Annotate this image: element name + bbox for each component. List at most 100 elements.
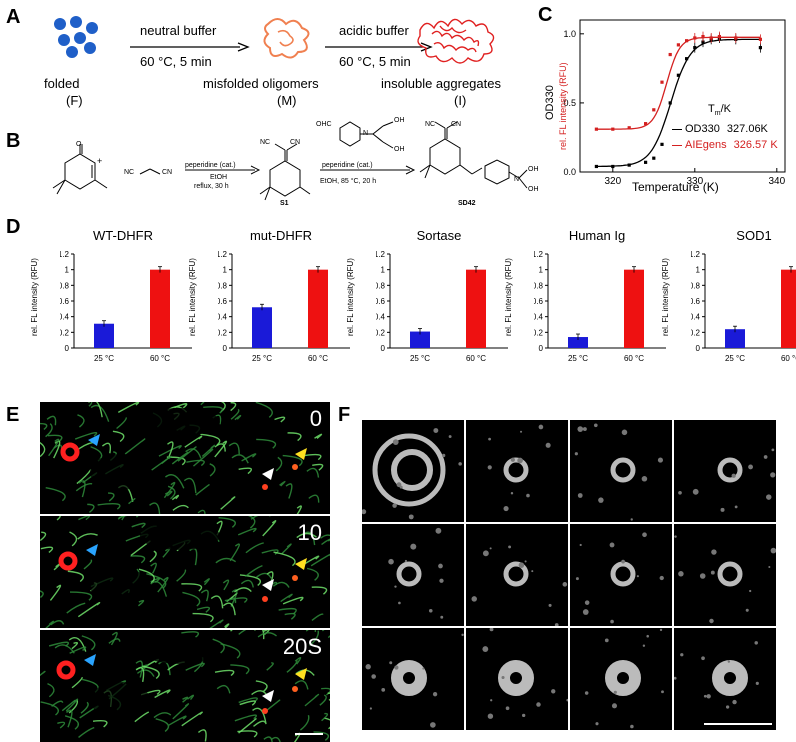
c-fit-curve-aiegens xyxy=(596,36,761,130)
er-tubule xyxy=(284,612,296,620)
insoluble-label: insoluble aggregates xyxy=(381,76,501,91)
er-tubule xyxy=(195,483,210,496)
c-data-point xyxy=(594,127,598,131)
sd42-label: SD42 xyxy=(458,200,476,207)
bar-ytick-label: 0.4 xyxy=(691,313,701,322)
er-tubule xyxy=(214,443,226,452)
er-tubule xyxy=(83,559,93,570)
speckle xyxy=(574,452,578,456)
bar-chart-title: mut-DHFR xyxy=(249,228,313,243)
er-tubule xyxy=(245,542,264,554)
er-tubule xyxy=(116,417,127,430)
c-data-point xyxy=(627,163,631,167)
bar-ytick-label: 1.2 xyxy=(218,250,228,259)
s1-label: S1 xyxy=(280,200,289,207)
er-tubule xyxy=(257,632,278,638)
speckle xyxy=(659,575,664,581)
er-tubule xyxy=(209,463,216,477)
er-tubule xyxy=(154,689,171,699)
er-tubule xyxy=(192,448,214,467)
speckle xyxy=(438,563,443,569)
misfolded-abbr: (M) xyxy=(277,93,297,108)
er-tubule xyxy=(214,440,228,458)
er-tubule xyxy=(306,467,320,478)
bar-heated xyxy=(781,269,796,348)
speckle xyxy=(593,423,598,428)
grayscale-aggregate-image xyxy=(482,628,568,719)
er-tubule xyxy=(321,538,330,546)
speckle xyxy=(749,589,752,593)
er-tubule xyxy=(158,660,171,676)
aggregate-dot xyxy=(292,575,298,581)
bar-heated xyxy=(624,269,644,348)
bar-chart-human-ig: 0 0.2 0.4 0.6 0.8 1 1.2 25 °C 60 °C xyxy=(534,250,666,363)
grayscale-aggregate-image xyxy=(362,428,462,520)
zoomed-aggregate-tile xyxy=(674,524,776,626)
speckle xyxy=(727,660,731,663)
c-data-point xyxy=(611,127,615,131)
insoluble-abbr: (I) xyxy=(454,93,467,108)
speckle xyxy=(674,676,677,680)
er-tubule xyxy=(112,430,125,443)
c-data-point xyxy=(627,126,631,130)
aggregate-dot xyxy=(262,484,268,490)
er-tubule xyxy=(238,697,258,704)
speckle xyxy=(422,667,425,670)
er-tubule xyxy=(234,414,242,421)
er-tubule xyxy=(171,451,189,465)
er-tubule xyxy=(101,442,112,454)
dark-region xyxy=(140,522,220,550)
er-tubule xyxy=(229,543,240,562)
bar-chart-title: WT-DHFR xyxy=(93,228,153,243)
er-tubule xyxy=(238,718,257,734)
er-tubule xyxy=(185,448,202,459)
speckle xyxy=(428,608,433,613)
speckle xyxy=(709,618,714,624)
er-tubule xyxy=(301,555,320,566)
speckle xyxy=(577,426,584,432)
speckle xyxy=(510,457,515,462)
speckle xyxy=(584,691,589,695)
speckle xyxy=(521,713,526,718)
aggregate-dot xyxy=(262,596,268,602)
er-tubule xyxy=(310,553,330,567)
bar-chart-title: SOD1 xyxy=(736,228,772,243)
speckle xyxy=(396,482,402,488)
er-tubule xyxy=(40,546,54,554)
yellow-arrowhead-icon xyxy=(295,558,307,570)
er-tubule xyxy=(256,438,277,449)
bar-category-label: 60 °C xyxy=(781,354,796,363)
bar-category-label: 25 °C xyxy=(568,354,588,363)
speckle xyxy=(642,532,647,538)
c-data-point xyxy=(594,164,598,169)
speckle xyxy=(674,535,677,538)
er-tubule xyxy=(287,432,302,442)
misfolded-label: misfolded oligomers xyxy=(203,76,319,91)
speckle xyxy=(442,453,446,458)
er-tubule xyxy=(149,502,161,514)
er-tubule xyxy=(124,438,146,455)
er-tubule xyxy=(150,562,157,574)
er-tubule xyxy=(50,620,65,626)
er-tubule xyxy=(215,557,237,564)
speckle xyxy=(692,488,699,495)
speckle xyxy=(768,565,771,568)
aggregate-blob xyxy=(372,433,446,507)
c-legend-item: AIEgens 326.57 K xyxy=(672,139,778,151)
timelapse-frame: 0 xyxy=(40,402,330,514)
aggregate-blob xyxy=(396,561,422,587)
er-tubule xyxy=(200,589,209,602)
er-tubule xyxy=(278,607,297,615)
c-legend-tm: 326.57 K xyxy=(730,139,778,151)
arrow-right-icon-2 xyxy=(325,42,433,52)
er-tubule xyxy=(253,720,266,727)
bar-chart-ylabel: rel. FL intensity (RFU) xyxy=(504,258,513,336)
er-tubule xyxy=(108,492,115,502)
er-tubule xyxy=(47,434,63,443)
c-data-point xyxy=(668,52,672,57)
er-tubule xyxy=(47,682,55,698)
c-data-point xyxy=(611,164,615,169)
er-tubule xyxy=(186,694,195,701)
grayscale-aggregate-image xyxy=(365,633,464,728)
speckle xyxy=(554,623,559,626)
